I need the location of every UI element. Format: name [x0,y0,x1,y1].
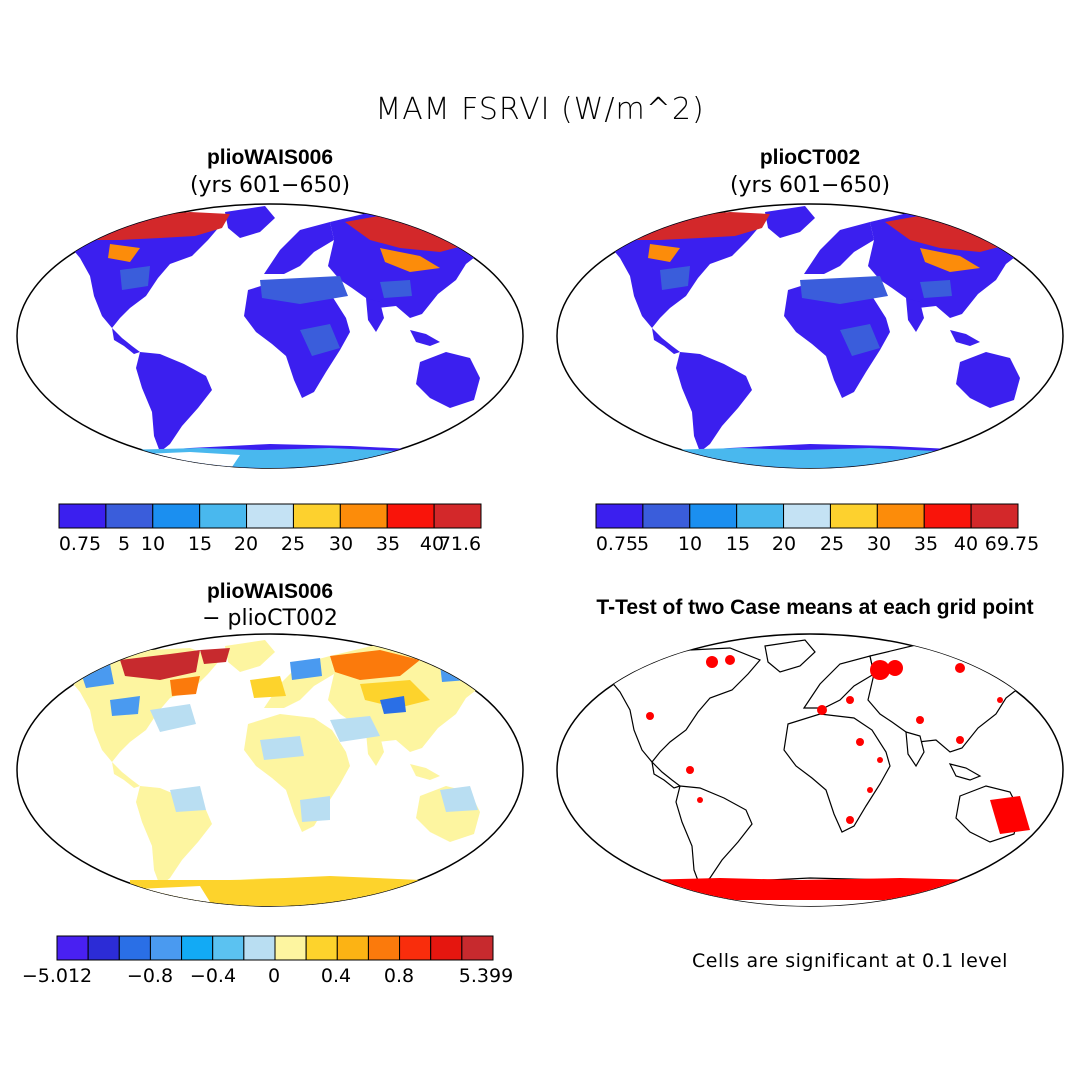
panel-title-top-left: plioWAIS006 [206,146,334,169]
panel-subtitle-top-left: (yrs 601−650) [189,173,351,198]
panel-title-bottom-right: T-Test of two Case means at each grid po… [596,596,1034,619]
figure-title: MAM FSRVI (W/m^2) [375,92,705,127]
panel-subtitle-top-right: (yrs 601−650) [729,173,891,198]
panel-title-top-right: plioCT002 [759,146,861,169]
significance-note: Cells are significant at 0.1 level [692,950,1008,972]
map-top-left [16,203,524,469]
panel-title-bottom-left: plioWAIS006 [206,580,334,603]
panel-subtitle-bottom-left: − plioCT002 [202,606,338,631]
map-bottom-right [556,633,1064,907]
map-bottom-left [16,633,524,907]
map-top-right [556,203,1064,469]
